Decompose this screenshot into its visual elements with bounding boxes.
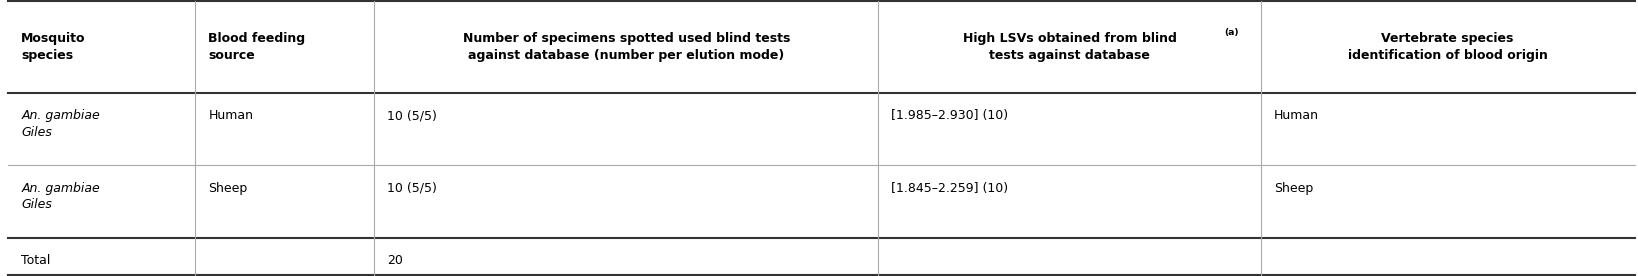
Text: Blood feeding
source: Blood feeding source [208,32,305,62]
Text: Number of specimens spotted used blind tests
against database (number per elutio: Number of specimens spotted used blind t… [462,32,790,62]
Text: Vertebrate species
identification of blood origin: Vertebrate species identification of blo… [1348,32,1548,62]
Text: An. gambiae
Giles: An. gambiae Giles [21,109,100,139]
Text: 10 (5/5): 10 (5/5) [387,182,437,195]
Text: An. gambiae
Giles: An. gambiae Giles [21,182,100,211]
Text: Human: Human [1274,109,1319,122]
Text: [1.985–2.930] (10): [1.985–2.930] (10) [891,109,1009,122]
Text: Sheep: Sheep [1274,182,1314,195]
Text: High LSVs obtained from blind
tests against database: High LSVs obtained from blind tests agai… [963,32,1176,62]
Text: (a): (a) [1224,28,1238,38]
Text: Sheep: Sheep [208,182,247,195]
Text: 10 (5/5): 10 (5/5) [387,109,437,122]
Text: Total: Total [21,254,51,267]
Text: [1.845–2.259] (10): [1.845–2.259] (10) [891,182,1009,195]
Text: 20: 20 [387,254,403,267]
Text: Mosquito
species: Mosquito species [21,32,85,62]
Text: Human: Human [208,109,254,122]
